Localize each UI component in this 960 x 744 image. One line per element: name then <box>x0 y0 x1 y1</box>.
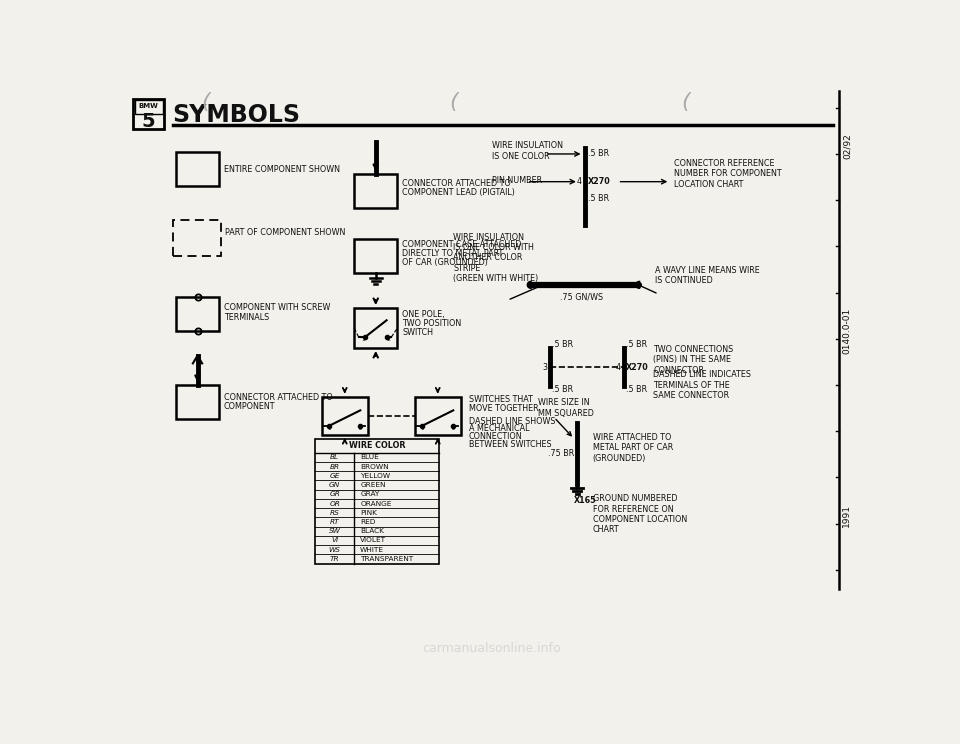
Text: .5 BR: .5 BR <box>552 341 573 350</box>
Text: 1: 1 <box>361 337 366 342</box>
Bar <box>315 439 440 564</box>
Bar <box>354 174 397 208</box>
Text: GE: GE <box>329 473 340 479</box>
Bar <box>173 220 221 256</box>
Text: SWITCH: SWITCH <box>402 328 433 337</box>
Text: MOVE TOGETHER: MOVE TOGETHER <box>468 404 539 414</box>
Text: 2: 2 <box>358 426 362 431</box>
Text: GROUND NUMBERED
FOR REFERENCE ON
COMPONENT LOCATION
CHART: GROUND NUMBERED FOR REFERENCE ON COMPONE… <box>592 494 687 534</box>
Text: COMPONENT WITH SCREW: COMPONENT WITH SCREW <box>224 304 330 312</box>
Bar <box>354 308 397 348</box>
Text: OF CAR (GROUNDED): OF CAR (GROUNDED) <box>402 258 488 267</box>
Text: ORANGE: ORANGE <box>360 501 392 507</box>
Text: COMPONENT: COMPONENT <box>224 402 276 411</box>
Text: 1991: 1991 <box>843 504 852 527</box>
Text: BETWEEN SWITCHES: BETWEEN SWITCHES <box>468 440 551 449</box>
Text: 4: 4 <box>615 363 621 372</box>
Bar <box>322 397 368 435</box>
Text: SW: SW <box>328 528 341 534</box>
Text: CONNECTOR REFERENCE
NUMBER FOR COMPONENT
LOCATION CHART: CONNECTOR REFERENCE NUMBER FOR COMPONENT… <box>674 159 781 189</box>
Text: 3: 3 <box>542 363 547 372</box>
Text: GRAY: GRAY <box>360 491 379 497</box>
Bar <box>176 297 219 331</box>
Text: (: ( <box>682 92 690 112</box>
Text: TWO CONNECTIONS
(PINS) IN THE SAME
CONNECTOR: TWO CONNECTIONS (PINS) IN THE SAME CONNE… <box>653 345 733 375</box>
Bar <box>415 397 461 435</box>
Bar <box>354 240 397 273</box>
Text: 2: 2 <box>451 426 455 431</box>
Text: BLUE: BLUE <box>360 455 379 461</box>
Text: GREEN: GREEN <box>360 482 386 488</box>
Text: .75 GN/WS: .75 GN/WS <box>560 292 603 301</box>
Text: SYMBOLS: SYMBOLS <box>173 103 300 127</box>
Text: .5 BR: .5 BR <box>626 385 647 394</box>
Text: SWITCHES THAT: SWITCHES THAT <box>468 395 533 404</box>
Text: ENTIRE COMPONENT SHOWN: ENTIRE COMPONENT SHOWN <box>224 165 340 174</box>
Text: WIRE SIZE IN
MM SQUARED: WIRE SIZE IN MM SQUARED <box>539 398 594 418</box>
Text: TERMINALS: TERMINALS <box>224 312 269 321</box>
Text: GN: GN <box>329 482 340 488</box>
Text: carmanualsonline.info: carmanualsonline.info <box>422 642 562 655</box>
Text: X165: X165 <box>574 496 597 505</box>
Text: A MECHANICAL: A MECHANICAL <box>468 424 529 433</box>
Text: 4: 4 <box>577 177 582 186</box>
Text: COMPONENT CASE ATTACHED: COMPONENT CASE ATTACHED <box>402 240 521 248</box>
Text: WHITE: WHITE <box>360 547 384 553</box>
Text: TR: TR <box>330 556 340 562</box>
Text: PART OF COMPONENT SHOWN: PART OF COMPONENT SHOWN <box>226 228 346 237</box>
Text: .75 BR: .75 BR <box>548 449 574 458</box>
Text: 1: 1 <box>420 426 424 431</box>
Text: GR: GR <box>329 491 340 497</box>
Text: CONNECTOR ATTACHED TO: CONNECTOR ATTACHED TO <box>224 393 332 402</box>
Text: VIOLET: VIOLET <box>360 537 386 544</box>
Text: VI: VI <box>331 537 338 544</box>
Text: PINK: PINK <box>360 510 377 516</box>
Text: WIRE ATTACHED TO
METAL PART OF CAR
(GROUNDED): WIRE ATTACHED TO METAL PART OF CAR (GROU… <box>592 433 673 463</box>
Text: (: ( <box>449 92 458 112</box>
Text: WS: WS <box>328 547 341 553</box>
Bar <box>176 153 219 186</box>
Text: CONNECTION: CONNECTION <box>468 432 522 441</box>
Text: 02/92: 02/92 <box>843 133 852 159</box>
Text: TRANSPARENT: TRANSPARENT <box>360 556 414 562</box>
Text: .5 BR: .5 BR <box>626 341 647 350</box>
Text: ONE POLE,: ONE POLE, <box>402 310 444 318</box>
Text: COMPONENT LEAD (PIGTAIL): COMPONENT LEAD (PIGTAIL) <box>402 188 515 197</box>
Text: .5 BR: .5 BR <box>588 150 610 158</box>
Text: BROWN: BROWN <box>360 464 389 469</box>
Text: TWO POSITION: TWO POSITION <box>402 319 462 328</box>
Text: RED: RED <box>360 519 375 525</box>
Text: CONNECTOR ATTACHED TO: CONNECTOR ATTACHED TO <box>402 179 511 187</box>
Text: X270: X270 <box>626 363 649 372</box>
Bar <box>176 385 219 419</box>
Text: BR: BR <box>329 464 340 469</box>
Text: 1: 1 <box>327 426 331 431</box>
Text: BL: BL <box>330 455 339 461</box>
Text: RT: RT <box>330 519 340 525</box>
Bar <box>134 100 162 114</box>
Text: .5 BR: .5 BR <box>552 385 573 394</box>
Text: .5 BR: .5 BR <box>588 194 610 203</box>
Text: DASHED LINE SHOWS: DASHED LINE SHOWS <box>468 417 555 426</box>
Text: WIRE INSULATION
IS ONE COLOR: WIRE INSULATION IS ONE COLOR <box>492 141 563 161</box>
Text: BMW: BMW <box>139 103 158 109</box>
Text: A WAVY LINE MEANS WIRE
IS CONTINUED: A WAVY LINE MEANS WIRE IS CONTINUED <box>655 266 759 285</box>
Text: WIRE COLOR: WIRE COLOR <box>349 441 405 450</box>
Text: DIRECTLY TO METAL PART: DIRECTLY TO METAL PART <box>402 248 503 257</box>
Text: PIN NUMBER: PIN NUMBER <box>492 176 542 185</box>
Text: (: ( <box>201 92 209 112</box>
Text: WIRE INSULATION
IS ONE COLOR WITH
ANOTHER COLOR
STRIPE
(GREEN WITH WHITE): WIRE INSULATION IS ONE COLOR WITH ANOTHE… <box>453 233 539 283</box>
Bar <box>133 98 164 129</box>
Text: BLACK: BLACK <box>360 528 384 534</box>
Text: 0140.0-01: 0140.0-01 <box>843 308 852 354</box>
Text: 2: 2 <box>386 337 390 342</box>
Text: DASHED LINE INDICATES
TERMINALS OF THE
SAME CONNECTOR: DASHED LINE INDICATES TERMINALS OF THE S… <box>653 371 752 400</box>
Text: X270: X270 <box>588 177 611 186</box>
Text: OR: OR <box>329 501 340 507</box>
Text: YELLOW: YELLOW <box>360 473 391 479</box>
Text: 5: 5 <box>142 112 156 130</box>
Text: RS: RS <box>330 510 340 516</box>
